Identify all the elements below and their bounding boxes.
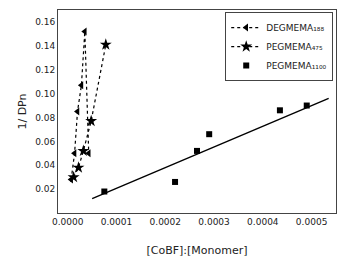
svg-text:0.0003: 0.0003 [198,217,230,227]
svg-text:0.0005: 0.0005 [296,217,328,227]
svg-text:0.08: 0.08 [35,113,55,123]
svg-text:0.12: 0.12 [35,65,55,75]
svg-text:0.0002: 0.0002 [150,217,182,227]
svg-text:0.0004: 0.0004 [247,217,279,227]
svg-text:[CoBF]:[Monomer]: [CoBF]:[Monomer] [146,244,247,257]
svg-text:0.0000: 0.0000 [52,217,84,227]
svg-text:0.02: 0.02 [35,184,55,194]
svg-text:PEGMEMA₄₇₅: PEGMEMA₄₇₅ [266,42,323,52]
svg-text:1/ DPn: 1/ DPn [16,93,29,129]
svg-text:0.10: 0.10 [35,89,55,99]
svg-text:0.0001: 0.0001 [101,217,133,227]
svg-text:0.04: 0.04 [35,160,55,170]
svg-text:0.06: 0.06 [35,137,55,147]
svg-text:0.14: 0.14 [35,41,55,51]
svg-text:DEGMEMA₁₈₈: DEGMEMA₁₈₈ [266,23,324,33]
svg-text:0.16: 0.16 [35,17,55,27]
svg-text:PEGMEMA₁₁₀₀: PEGMEMA₁₁₀₀ [266,61,326,71]
